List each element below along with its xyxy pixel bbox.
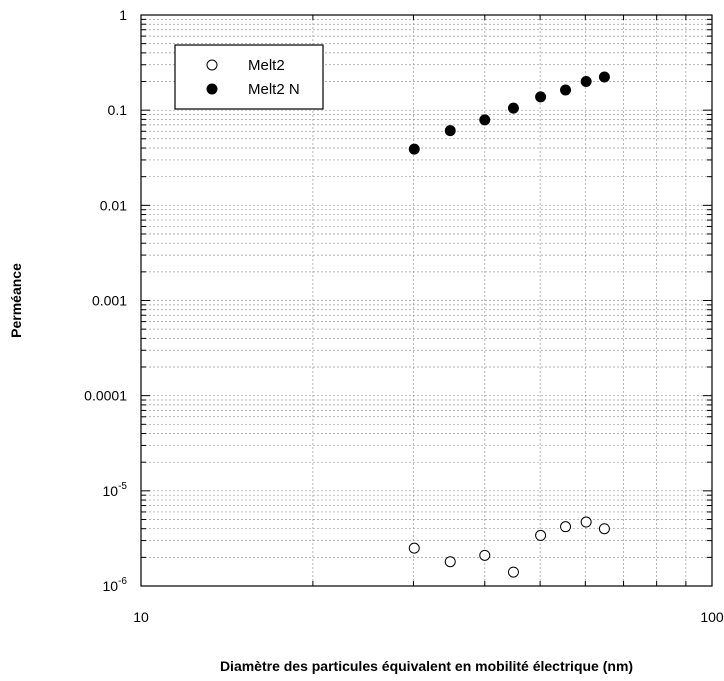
data-point-melt2 — [408, 542, 420, 554]
data-point-melt2-n — [444, 125, 456, 137]
x-axis-tick-labels: 10 100 — [133, 609, 724, 625]
y-tick-label: 10-6 — [103, 576, 128, 594]
data-point-melt2-n — [535, 91, 547, 103]
x-axis-title: Diamètre des particules équivalent en mo… — [220, 658, 633, 674]
legend-marker-melt2-n — [206, 83, 218, 95]
data-point-melt2-n — [560, 84, 572, 96]
y-tick-label: 1 — [119, 7, 127, 23]
x-tick-label: 100 — [700, 609, 724, 625]
legend: Melt2 Melt2 N — [174, 44, 324, 110]
y-tick-label: 0.001 — [92, 293, 127, 309]
data-point-melt2-n — [598, 71, 610, 83]
y-tick-label: 0.1 — [108, 102, 128, 118]
data-point-melt2-n — [580, 76, 592, 88]
data-point-melt2 — [535, 529, 547, 541]
data-point-melt2 — [444, 556, 456, 568]
data-point-melt2 — [560, 521, 572, 533]
y-axis-title: Perméance — [8, 263, 24, 338]
data-point-melt2 — [580, 516, 592, 528]
grid — [141, 15, 712, 586]
legend-label-melt2-n: Melt2 N — [248, 81, 300, 98]
data-point-melt2-n — [408, 143, 420, 155]
legend-label-melt2: Melt2 — [248, 57, 285, 74]
legend-box — [174, 44, 324, 110]
y-axis-tick-labels: 1 0.1 0.01 0.001 0.0001 10-5 10-6 — [84, 7, 127, 594]
x-tick-label: 10 — [133, 609, 149, 625]
data-point-melt2 — [507, 566, 519, 578]
data-point-melt2 — [479, 549, 491, 561]
data-point-melt2-n — [507, 102, 519, 114]
y-tick-label: 0.01 — [100, 197, 127, 213]
legend-marker-melt2 — [206, 59, 218, 71]
data-point-melt2 — [598, 523, 610, 535]
axis-ticks — [141, 15, 712, 587]
y-tick-label: 0.0001 — [84, 388, 127, 404]
data-points — [408, 71, 610, 578]
data-point-melt2-n — [479, 114, 491, 126]
y-tick-label: 10-5 — [103, 481, 128, 499]
